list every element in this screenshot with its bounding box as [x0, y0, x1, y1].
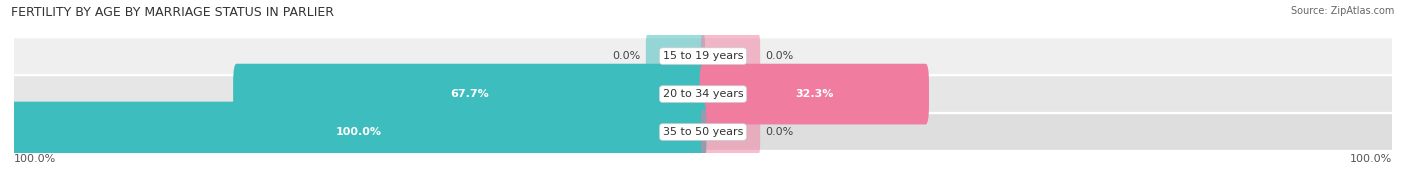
- FancyBboxPatch shape: [14, 38, 1392, 74]
- Text: 20 to 34 years: 20 to 34 years: [662, 89, 744, 99]
- Text: 0.0%: 0.0%: [765, 127, 793, 137]
- Text: 32.3%: 32.3%: [794, 89, 834, 99]
- Text: 100.0%: 100.0%: [14, 154, 56, 164]
- Text: 100.0%: 100.0%: [1350, 154, 1392, 164]
- FancyBboxPatch shape: [700, 64, 929, 124]
- Text: 0.0%: 0.0%: [765, 51, 793, 61]
- Text: 100.0%: 100.0%: [336, 127, 381, 137]
- FancyBboxPatch shape: [11, 102, 706, 162]
- Text: 67.7%: 67.7%: [450, 89, 489, 99]
- FancyBboxPatch shape: [645, 33, 704, 79]
- Text: 0.0%: 0.0%: [613, 51, 641, 61]
- Text: Source: ZipAtlas.com: Source: ZipAtlas.com: [1291, 6, 1395, 16]
- Text: FERTILITY BY AGE BY MARRIAGE STATUS IN PARLIER: FERTILITY BY AGE BY MARRIAGE STATUS IN P…: [11, 6, 335, 19]
- FancyBboxPatch shape: [233, 64, 706, 124]
- Text: 35 to 50 years: 35 to 50 years: [662, 127, 744, 137]
- Text: 15 to 19 years: 15 to 19 years: [662, 51, 744, 61]
- FancyBboxPatch shape: [702, 33, 761, 79]
- FancyBboxPatch shape: [14, 114, 1392, 150]
- FancyBboxPatch shape: [14, 76, 1392, 112]
- FancyBboxPatch shape: [702, 109, 761, 155]
